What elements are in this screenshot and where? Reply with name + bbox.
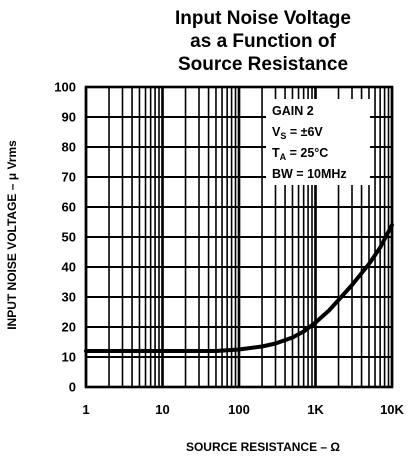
noise-curve: [84, 223, 394, 353]
y-axis-tick-labels: 0 10 20 30 40 50 60 70 80 90 100: [54, 80, 76, 395]
y-tick-label: 90: [62, 110, 76, 125]
ta-main: T: [272, 146, 280, 160]
ta-subscript: A: [280, 152, 287, 162]
chart-title-line-1: Input Noise Voltage: [175, 8, 351, 29]
y-axis-label: INPUT NOISE VOLTAGE – μ Vrms: [5, 140, 19, 330]
condition-bandwidth: BW = 10MHz: [272, 167, 347, 181]
y-tick-label: 80: [62, 140, 76, 155]
chart-title-line-3: Source Resistance: [178, 54, 348, 75]
vs-main: V: [272, 125, 281, 139]
x-tick-label: 1K: [307, 402, 324, 417]
ta-rest: = 25°C: [286, 146, 328, 160]
condition-gain: GAIN 2: [272, 104, 314, 118]
vs-subscript: S: [280, 131, 286, 141]
x-axis-tick-labels: 1 10 100 1K 10K: [82, 402, 404, 417]
chart-title-line-2: as a Function of: [190, 31, 336, 52]
x-tick-label: 100: [228, 402, 250, 417]
x-axis-label: SOURCE RESISTANCE – Ω: [186, 440, 340, 454]
x-tick-label: 1: [82, 402, 89, 417]
conditions-box: [266, 99, 370, 185]
vs-rest: = ±6V: [286, 125, 323, 139]
x-tick-label: 10: [155, 402, 169, 417]
y-tick-label: 50: [62, 230, 76, 245]
chart-grid: [84, 85, 394, 389]
y-tick-label: 0: [69, 380, 76, 395]
y-tick-label: 100: [54, 80, 76, 95]
y-tick-label: 70: [62, 170, 76, 185]
y-tick-label: 30: [62, 290, 76, 305]
y-tick-label: 40: [62, 260, 76, 275]
y-tick-label: 60: [62, 200, 76, 215]
y-tick-label: 10: [62, 350, 76, 365]
plot-frame: [84, 85, 394, 389]
x-tick-label: 10K: [380, 402, 404, 417]
condition-ambient-temp: TA = 25°C: [272, 146, 328, 162]
y-tick-label: 20: [62, 320, 76, 335]
condition-supply-voltage: VS = ±6V: [272, 125, 323, 141]
